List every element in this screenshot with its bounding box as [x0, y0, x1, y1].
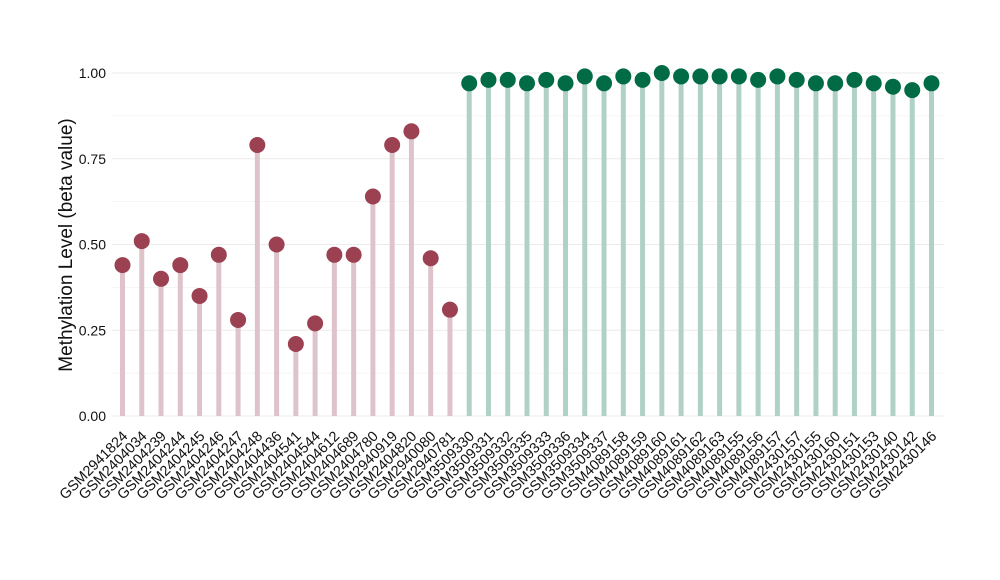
data-point [692, 68, 709, 85]
data-point [191, 287, 208, 304]
data-point [441, 301, 458, 318]
data-point [827, 75, 844, 92]
data-point [230, 311, 247, 328]
data-point [923, 75, 940, 92]
data-point [807, 75, 824, 92]
data-point [673, 68, 690, 85]
data-point [326, 246, 343, 263]
data-point [653, 65, 670, 81]
y-tick-label: 0.25 [79, 322, 106, 338]
data-point [865, 75, 882, 92]
data-point [307, 315, 324, 332]
data-point [461, 75, 478, 92]
data-point [557, 75, 574, 92]
x-axis-ticks: GSM2941824GSM2404034GSM2404239GSM2404244… [57, 429, 941, 504]
data-point [769, 68, 786, 85]
data-point [210, 246, 227, 263]
data-point [384, 137, 401, 154]
data-point [884, 78, 901, 95]
data-point [499, 71, 516, 88]
data-point [596, 75, 613, 92]
data-point [268, 236, 285, 253]
data-point [846, 71, 863, 88]
data-point [519, 75, 535, 92]
y-tick-label: 0.75 [79, 151, 106, 167]
y-tick-label: 1.00 [79, 65, 106, 81]
data-point [711, 68, 728, 85]
stems-layer [120, 73, 934, 416]
data-point [730, 68, 747, 85]
data-point [403, 123, 420, 140]
data-point [345, 246, 362, 263]
y-axis-ticks: 0.00 0.25 0.50 0.75 1.00 [79, 65, 106, 424]
points-layer [114, 65, 940, 352]
data-point [114, 257, 131, 274]
data-point [422, 250, 439, 267]
data-point [480, 71, 497, 88]
data-point [133, 233, 150, 250]
data-point [287, 335, 304, 352]
data-point [904, 82, 921, 99]
data-point [249, 137, 266, 154]
data-point [615, 68, 632, 85]
data-point [750, 71, 767, 88]
data-point [172, 257, 189, 274]
data-point [364, 188, 381, 205]
data-point [634, 71, 651, 88]
y-tick-label: 0.00 [79, 408, 106, 424]
data-point [788, 71, 805, 88]
y-axis-label: Methylation Level (beta value) [56, 118, 77, 371]
data-point [576, 68, 593, 85]
y-tick-label: 0.50 [79, 237, 106, 253]
data-point [153, 270, 170, 287]
data-point [538, 71, 555, 88]
